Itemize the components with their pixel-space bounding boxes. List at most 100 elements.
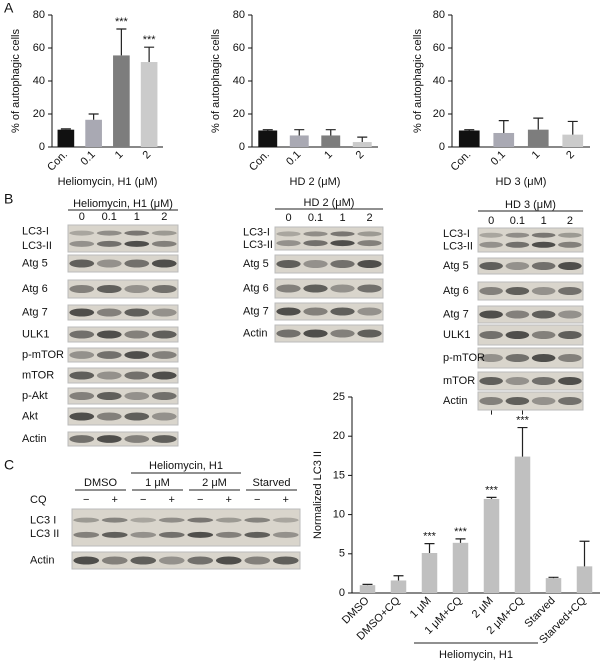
band: [151, 392, 177, 400]
error-bar: [533, 117, 544, 130]
band: [531, 397, 556, 405]
band: [187, 531, 214, 538]
x-axis-label: HD 3 (μM): [496, 176, 547, 188]
row-label: Atg 7: [243, 305, 269, 317]
blot: [71, 508, 301, 547]
y-tick-label: 80: [233, 9, 245, 21]
error-bar: [579, 540, 590, 567]
band: [505, 232, 530, 238]
error-bar: [567, 120, 578, 135]
x-tick-label: 2: [354, 149, 367, 162]
band: [124, 412, 150, 421]
lane-label: 2: [567, 215, 573, 227]
band: [479, 397, 503, 405]
blot: [67, 347, 179, 363]
blot: [274, 254, 384, 274]
band: [69, 351, 95, 359]
band: [505, 397, 530, 405]
cq-sign: +: [112, 494, 118, 506]
band: [244, 556, 271, 565]
panel-label: C: [4, 457, 14, 473]
blot-header: HD 2 (μM): [304, 197, 355, 209]
band: [124, 308, 150, 317]
cq-label: CQ: [30, 494, 47, 506]
band: [215, 531, 242, 538]
error-bar: [60, 128, 71, 130]
band: [69, 371, 95, 380]
y-axis-label: Normalized LC3 II: [312, 451, 324, 539]
row-label: LC3-I: [243, 227, 270, 239]
blot: [67, 254, 179, 273]
band: [276, 240, 301, 247]
band: [330, 284, 355, 293]
band: [558, 262, 582, 270]
error-bar: [294, 129, 305, 136]
x-tick-label: 1: [113, 149, 126, 162]
band: [357, 231, 382, 237]
band: [73, 531, 100, 538]
band: [244, 531, 271, 538]
y-tick-label: 20: [333, 430, 345, 442]
band: [96, 371, 122, 380]
band: [69, 259, 95, 268]
band: [303, 240, 328, 247]
x-tick-label: 2 μM: [470, 595, 496, 621]
row-label: p-mTOR: [22, 349, 64, 361]
band: [276, 284, 301, 293]
band: [69, 435, 95, 443]
band: [151, 351, 177, 359]
group-label: DMSO: [84, 477, 117, 489]
row-label: LC3-I: [443, 228, 470, 240]
y-tick-label: 0: [439, 141, 445, 153]
band: [101, 517, 128, 523]
bar: [321, 135, 341, 147]
band: [215, 517, 242, 523]
band: [158, 556, 185, 565]
band: [96, 392, 122, 400]
y-axis-label: % of autophagic cells: [10, 29, 22, 133]
row-label: p-Akt: [22, 390, 48, 402]
lane-label: 0: [79, 211, 85, 223]
band: [531, 310, 556, 319]
row-label: Actin: [443, 395, 467, 407]
cq-sign: −: [197, 494, 203, 506]
band: [479, 354, 503, 362]
panel-label: B: [4, 191, 13, 207]
blot: [477, 305, 584, 324]
cq-sign: −: [140, 494, 146, 506]
band: [124, 259, 150, 268]
y-tick-label: 60: [33, 42, 45, 54]
band: [330, 307, 355, 316]
cq-sign: +: [226, 494, 232, 506]
band: [101, 556, 128, 565]
row-label: LC3-II: [22, 240, 52, 252]
lane-label: 1: [541, 215, 547, 227]
blot: [67, 367, 179, 384]
band: [73, 556, 100, 565]
band: [73, 517, 100, 523]
significance: ***: [143, 34, 157, 46]
y-tick-label: 10: [333, 509, 345, 521]
bar: [576, 566, 593, 593]
y-tick-label: 25: [333, 391, 345, 403]
row-label: Atg 7: [443, 308, 469, 320]
band: [124, 351, 150, 359]
bar: [452, 542, 469, 593]
band: [505, 331, 530, 339]
band: [531, 331, 556, 339]
band: [69, 330, 95, 339]
blot: [274, 226, 384, 251]
row-label: Atg 5: [243, 258, 269, 270]
blot: [274, 302, 384, 321]
band: [151, 435, 177, 443]
band: [303, 307, 328, 316]
blot-header: Heliomycin, H1 (μM): [73, 198, 173, 210]
band: [124, 240, 150, 247]
x-tick-label: Con.: [449, 149, 474, 174]
band: [69, 392, 95, 400]
y-tick-label: 0: [239, 141, 245, 153]
row-label: Atg 5: [22, 257, 48, 269]
x-axis-label: Heliomycin, H1 (μM): [58, 176, 158, 188]
band: [272, 531, 299, 538]
band: [531, 232, 556, 238]
